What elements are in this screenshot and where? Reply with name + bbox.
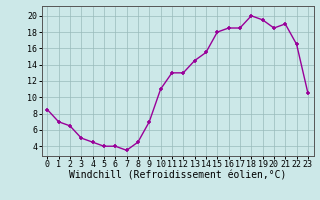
X-axis label: Windchill (Refroidissement éolien,°C): Windchill (Refroidissement éolien,°C) [69,171,286,181]
